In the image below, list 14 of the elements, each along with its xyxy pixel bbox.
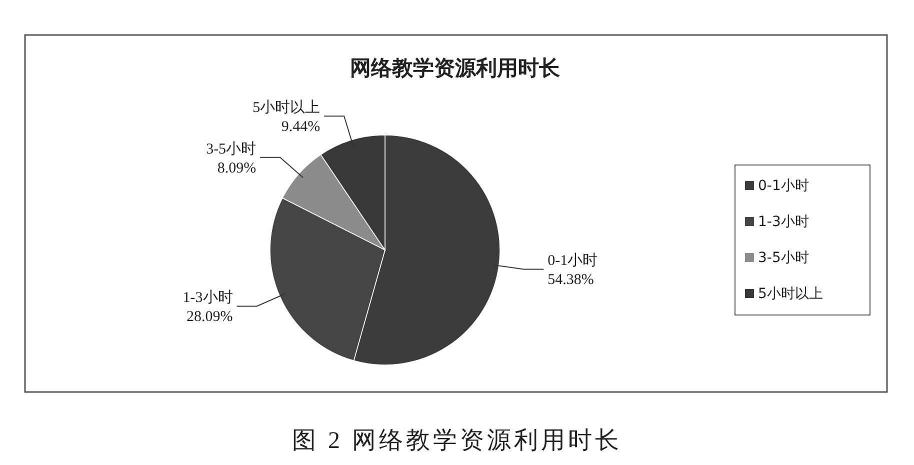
legend-label: 3-5小时 — [758, 250, 809, 266]
slice-label: 0-1小时 — [548, 252, 598, 270]
caption: 图 2 网络教学资源利用时长 — [292, 428, 622, 454]
data-label: 9.44% — [281, 119, 320, 136]
data-label: 54.38% — [548, 272, 594, 288]
slice-label: 3-5小时 — [206, 140, 256, 158]
data-label: 28.09% — [186, 309, 233, 326]
legend-label: 0-1小时 — [758, 178, 809, 194]
data-label: 8.09% — [217, 160, 256, 176]
legend-label: 5小时以上 — [758, 286, 823, 302]
chart-title: 网络教学资源利用时长 — [350, 56, 561, 80]
slice-label: 1-3小时 — [182, 289, 233, 306]
legend-label: 1-3小时 — [758, 214, 809, 230]
slice-label: 5小时以上 — [252, 99, 320, 116]
